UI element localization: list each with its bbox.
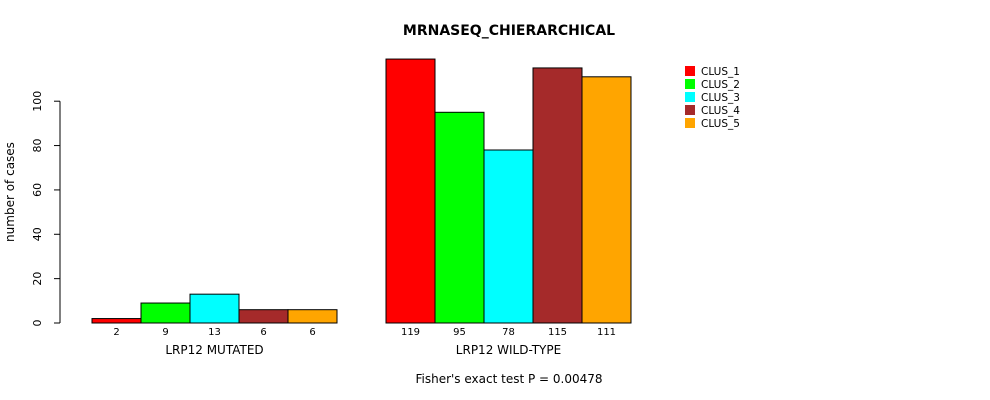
legend-swatch: [685, 66, 695, 76]
bar-count-label: 115: [548, 327, 567, 338]
y-axis: 0 20 40 60 80 100: [31, 91, 61, 327]
chart-title: MRNASEQ_CHIERARCHICAL: [403, 23, 615, 39]
bar: [385, 58, 436, 324]
legend-label: CLUS_1: [701, 66, 740, 78]
bar: [434, 111, 485, 324]
fisher-test-footer: Fisher's exact test P = 0.00478: [415, 372, 602, 386]
bar-count-label: 6: [260, 327, 266, 338]
bar-count-label: 13: [208, 327, 221, 338]
y-tick-label: 40: [31, 227, 44, 241]
legend-label: CLUS_2: [701, 79, 740, 91]
bar: [238, 309, 289, 324]
y-tick-label: 0: [31, 320, 44, 327]
legend-swatch: [685, 105, 695, 115]
bar: [140, 302, 191, 324]
bar: [287, 309, 338, 324]
bar: [483, 149, 534, 324]
legend-item: CLUS_2: [685, 79, 740, 91]
bar: [532, 67, 583, 324]
y-tick-label: 60: [31, 183, 44, 197]
legend-item: CLUS_3: [685, 92, 740, 104]
legend-swatch: [685, 79, 695, 89]
bar-count-label: 119: [401, 327, 420, 338]
bar-groups: 2 9 13 6 6 LRP12 MUTATED 119 95 78 115 111 LRP12 WI…: [91, 58, 632, 357]
bar-count-label: 6: [309, 327, 315, 338]
y-tick-label: 20: [31, 272, 44, 286]
group-label: LRP12 WILD-TYPE: [456, 343, 561, 357]
group-label: LRP12 MUTATED: [165, 343, 263, 357]
bar: [581, 76, 632, 324]
legend-item: CLUS_5: [685, 118, 740, 130]
y-axis-label: number of cases: [3, 142, 17, 242]
legend-label: CLUS_5: [701, 118, 740, 130]
bar-count-label: 2: [113, 327, 119, 338]
bar: [91, 318, 142, 324]
legend-item: CLUS_4: [685, 105, 740, 117]
legend-label: CLUS_3: [701, 92, 740, 104]
legend-label: CLUS_4: [701, 105, 740, 117]
legend-item: CLUS_1: [685, 66, 740, 78]
bar-count-label: 111: [597, 327, 616, 338]
bar: [189, 293, 240, 324]
legend-swatch: [685, 118, 695, 128]
bar-count-label: 9: [162, 327, 168, 338]
bar-count-label: 78: [502, 327, 515, 338]
bar-count-label: 95: [453, 327, 466, 338]
legend-swatch: [685, 92, 695, 102]
bar-group: 119 95 78 115 111 LRP12 WILD-TYPE: [385, 58, 632, 357]
y-tick-label: 80: [31, 139, 44, 153]
y-tick-label: 100: [31, 91, 44, 112]
bar-group: 2 9 13 6 6 LRP12 MUTATED: [91, 293, 338, 357]
